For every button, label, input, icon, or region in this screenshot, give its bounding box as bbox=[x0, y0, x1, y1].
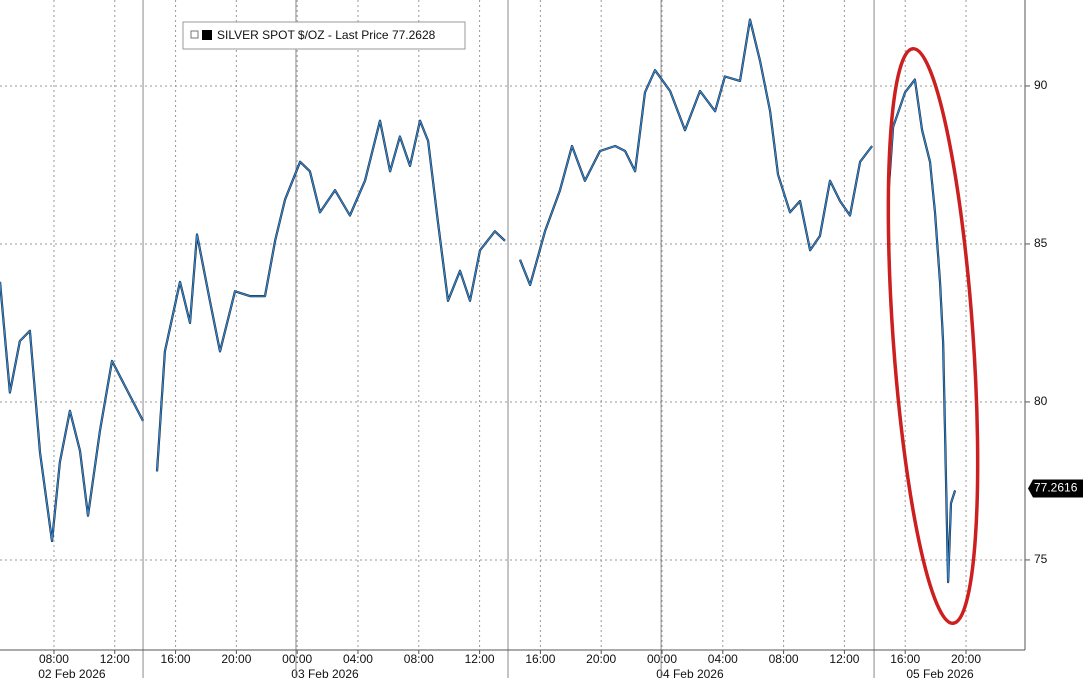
x-tick-label: 20:00 bbox=[586, 652, 616, 666]
plot bbox=[0, 18, 957, 584]
highlight-ellipse bbox=[886, 46, 980, 626]
y-tick-label: 80 bbox=[1034, 394, 1048, 408]
grid: 75 80 85 90 08:00 12:00 16:00 20:00 00:00 04:00 08… bbox=[0, 0, 1048, 678]
x-tick-label: 08:00 bbox=[404, 652, 434, 666]
x-tick-label: 20:00 bbox=[951, 652, 981, 666]
price-line bbox=[0, 18, 956, 583]
x-tick-label: 12:00 bbox=[829, 652, 859, 666]
legend-box bbox=[182, 21, 466, 50]
x-tick-label: 16:00 bbox=[525, 652, 555, 666]
x-tick-label: 16:00 bbox=[890, 652, 920, 666]
y-tick-label: 85 bbox=[1034, 236, 1048, 250]
x-date-label: 05 Feb 2026 bbox=[906, 667, 974, 678]
x-tick-label: 04:00 bbox=[343, 652, 373, 666]
legend-toggle bbox=[190, 30, 199, 39]
x-date-label: 02 Feb 2026 bbox=[38, 667, 106, 678]
y-tick-label: 75 bbox=[1034, 552, 1048, 566]
last-value-label: 77.2616 bbox=[1034, 481, 1078, 495]
y-tick-label: 90 bbox=[1034, 78, 1048, 92]
x-date-label: 04 Feb 2026 bbox=[656, 667, 724, 678]
last-value-tag bbox=[1028, 479, 1083, 498]
x-tick-label: 20:00 bbox=[221, 652, 251, 666]
x-tick-label: 12:00 bbox=[465, 652, 495, 666]
x-tick-label: 00:00 bbox=[282, 652, 312, 666]
legend: SILVER SPOT $/OZ - Last Price 77.2628 bbox=[182, 21, 466, 50]
x-tick-label: 08:00 bbox=[39, 652, 69, 666]
legend-label: SILVER SPOT $/OZ - Last Price 77.2628 bbox=[217, 28, 436, 42]
x-tick-label: 16:00 bbox=[161, 652, 191, 666]
x-tick-label: 04:00 bbox=[708, 652, 738, 666]
x-tick-label: 12:00 bbox=[100, 652, 130, 666]
x-date-label: 03 Feb 2026 bbox=[291, 667, 359, 678]
x-tick-label: 00:00 bbox=[647, 652, 677, 666]
x-tick-label: 08:00 bbox=[769, 652, 799, 666]
legend-swatch bbox=[202, 30, 212, 40]
